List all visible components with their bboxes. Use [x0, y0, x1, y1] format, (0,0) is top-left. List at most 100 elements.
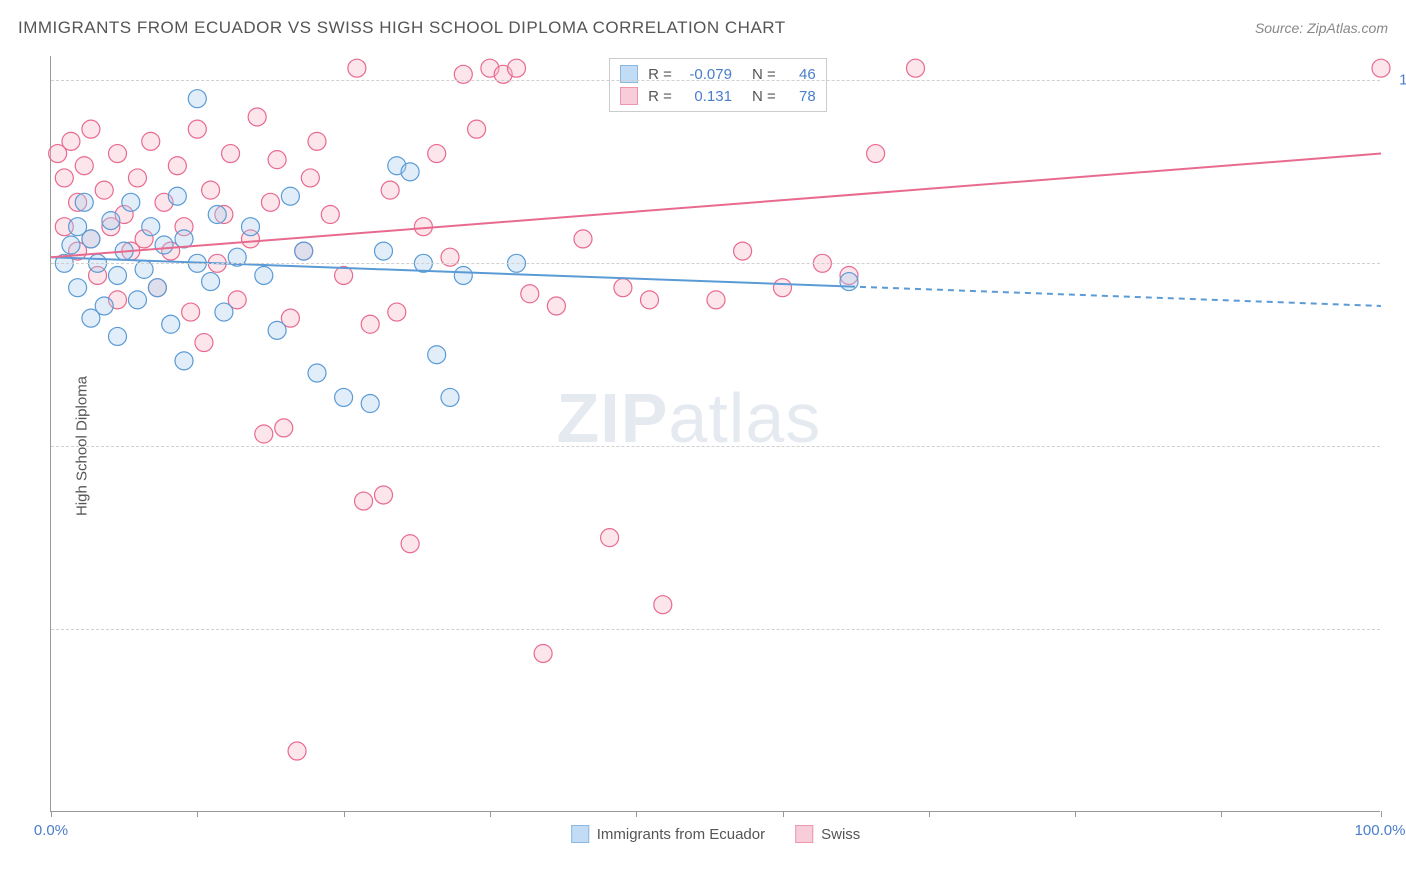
- scatter-point: [155, 236, 173, 254]
- stat-r-label: R =: [648, 88, 672, 105]
- scatter-point: [175, 352, 193, 370]
- scatter-point: [375, 486, 393, 504]
- chart-svg: [51, 56, 1380, 811]
- scatter-point: [62, 132, 80, 150]
- scatter-point: [182, 303, 200, 321]
- scatter-point: [308, 364, 326, 382]
- gridline: [51, 629, 1380, 630]
- scatter-point: [375, 242, 393, 260]
- scatter-point: [734, 242, 752, 260]
- scatter-point: [441, 388, 459, 406]
- plot-area: ZIPatlas R =-0.079N =46R =0.131N =78 Imm…: [50, 56, 1380, 812]
- scatter-point: [295, 242, 313, 260]
- scatter-point: [95, 297, 113, 315]
- scatter-point: [361, 395, 379, 413]
- scatter-point: [261, 193, 279, 211]
- y-tick-label: 55.0%: [1390, 621, 1406, 638]
- scatter-point: [401, 535, 419, 553]
- gridline: [51, 80, 1380, 81]
- x-tick: [636, 811, 637, 817]
- stat-n-label: N =: [752, 88, 776, 105]
- scatter-point: [907, 59, 925, 77]
- scatter-point: [268, 151, 286, 169]
- y-tick-label: 70.0%: [1390, 438, 1406, 455]
- scatter-point: [288, 742, 306, 760]
- scatter-point: [867, 145, 885, 163]
- scatter-point: [215, 303, 233, 321]
- scatter-point: [348, 59, 366, 77]
- scatter-point: [255, 425, 273, 443]
- source-attribution: Source: ZipAtlas.com: [1255, 20, 1388, 36]
- correlation-legend-row: R =-0.079N =46: [620, 63, 816, 85]
- scatter-point: [82, 120, 100, 138]
- x-tick: [51, 811, 52, 817]
- x-tick: [490, 811, 491, 817]
- scatter-point: [109, 266, 127, 284]
- x-tick: [1221, 811, 1222, 817]
- scatter-point: [454, 266, 472, 284]
- scatter-point: [614, 279, 632, 297]
- scatter-point: [208, 206, 226, 224]
- scatter-point: [361, 315, 379, 333]
- x-tick: [783, 811, 784, 817]
- scatter-point: [248, 108, 266, 126]
- scatter-point: [75, 193, 93, 211]
- scatter-point: [840, 273, 858, 291]
- scatter-point: [62, 236, 80, 254]
- x-tick: [1381, 811, 1382, 817]
- scatter-point: [222, 145, 240, 163]
- chart-title: IMMIGRANTS FROM ECUADOR VS SWISS HIGH SC…: [18, 18, 786, 38]
- scatter-point: [142, 218, 160, 236]
- scatter-point: [242, 218, 260, 236]
- y-tick-label: 100.0%: [1390, 72, 1406, 89]
- scatter-point: [547, 297, 565, 315]
- series-legend-label: Immigrants from Ecuador: [597, 826, 765, 843]
- y-tick-label: 85.0%: [1390, 255, 1406, 272]
- scatter-point: [69, 279, 87, 297]
- scatter-point: [654, 596, 672, 614]
- scatter-point: [82, 230, 100, 248]
- scatter-point: [202, 181, 220, 199]
- x-tick-label-max: 100.0%: [1355, 822, 1406, 839]
- legend-swatch: [795, 825, 813, 843]
- gridline: [51, 263, 1380, 264]
- scatter-point: [128, 169, 146, 187]
- scatter-point: [428, 145, 446, 163]
- scatter-point: [148, 279, 166, 297]
- scatter-point: [308, 132, 326, 150]
- scatter-point: [168, 157, 186, 175]
- scatter-point: [355, 492, 373, 510]
- scatter-point: [142, 132, 160, 150]
- scatter-point: [95, 181, 113, 199]
- series-legend-item: Swiss: [795, 825, 860, 843]
- scatter-point: [707, 291, 725, 309]
- scatter-point: [335, 266, 353, 284]
- series-legend-label: Swiss: [821, 826, 860, 843]
- legend-swatch: [620, 87, 638, 105]
- scatter-point: [774, 279, 792, 297]
- correlation-legend-row: R =0.131N =78: [620, 85, 816, 107]
- scatter-point: [75, 157, 93, 175]
- scatter-point: [335, 388, 353, 406]
- scatter-point: [321, 206, 339, 224]
- scatter-point: [1372, 59, 1390, 77]
- scatter-point: [195, 334, 213, 352]
- scatter-point: [109, 145, 127, 163]
- scatter-point: [268, 321, 286, 339]
- scatter-point: [521, 285, 539, 303]
- x-tick: [929, 811, 930, 817]
- stat-n-value: 78: [786, 88, 816, 105]
- scatter-point: [275, 419, 293, 437]
- scatter-point: [109, 327, 127, 345]
- x-tick: [344, 811, 345, 817]
- trend-line: [51, 154, 1381, 258]
- scatter-point: [468, 120, 486, 138]
- scatter-point: [128, 291, 146, 309]
- series-legend: Immigrants from Ecuador Swiss: [571, 825, 861, 843]
- x-tick-label-min: 0.0%: [34, 822, 68, 839]
- correlation-legend: R =-0.079N =46R =0.131N =78: [609, 58, 827, 112]
- scatter-point: [508, 59, 526, 77]
- scatter-point: [202, 273, 220, 291]
- scatter-point: [381, 181, 399, 199]
- x-tick: [197, 811, 198, 817]
